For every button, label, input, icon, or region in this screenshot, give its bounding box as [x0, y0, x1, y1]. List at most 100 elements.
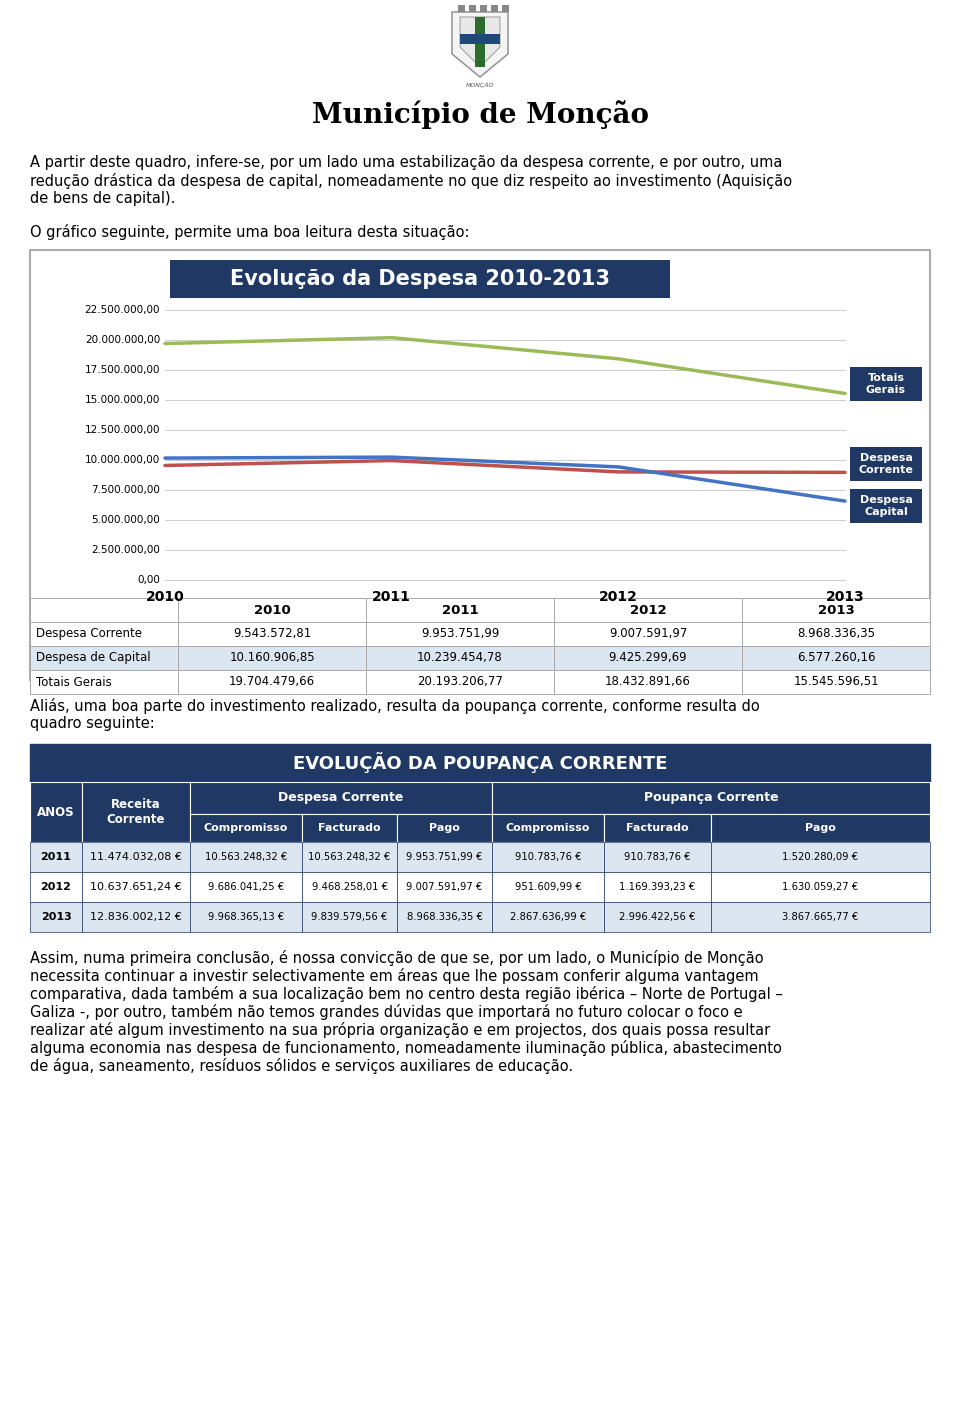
- Text: 15.545.596,51: 15.545.596,51: [793, 676, 878, 689]
- Text: 10.563.248,32 €: 10.563.248,32 €: [204, 853, 287, 863]
- Text: 2011: 2011: [372, 590, 411, 604]
- Bar: [554, 622, 742, 646]
- Bar: [491, 6, 498, 11]
- Bar: [82, 902, 190, 932]
- Text: 910.783,76 €: 910.783,76 €: [624, 853, 691, 863]
- Text: 7.500.000,00: 7.500.000,00: [91, 485, 160, 495]
- Text: A partir deste quadro, infere-se, por um lado uma estabilização da despesa corre: A partir deste quadro, infere-se, por um…: [30, 156, 782, 170]
- Text: 9.839.579,56 €: 9.839.579,56 €: [311, 912, 388, 922]
- Bar: [30, 744, 930, 782]
- Text: Pago: Pago: [429, 823, 460, 833]
- Text: Totais
Gerais: Totais Gerais: [866, 373, 906, 395]
- Bar: [30, 646, 178, 670]
- Text: 1.630.059,27 €: 1.630.059,27 €: [782, 882, 858, 892]
- Text: 10.239.454,78: 10.239.454,78: [418, 652, 503, 665]
- Bar: [397, 872, 492, 902]
- Text: 9.007.591,97: 9.007.591,97: [609, 628, 687, 641]
- Bar: [492, 872, 604, 902]
- Text: 2010: 2010: [253, 604, 290, 617]
- Text: realizar até algum investimento na sua própria organização e em projectos, dos q: realizar até algum investimento na sua p…: [30, 1022, 770, 1038]
- Text: quadro seguinte:: quadro seguinte:: [30, 715, 155, 731]
- Bar: [711, 902, 930, 932]
- Text: 11.474.032,08 €: 11.474.032,08 €: [90, 853, 182, 863]
- Text: 2011: 2011: [40, 853, 71, 863]
- Bar: [30, 670, 178, 694]
- Text: 2012: 2012: [630, 604, 666, 617]
- Bar: [460, 34, 500, 44]
- Text: Compromisso: Compromisso: [506, 823, 590, 833]
- Bar: [366, 646, 554, 670]
- Bar: [604, 814, 711, 841]
- Bar: [742, 598, 930, 622]
- Text: 3.867.665,77 €: 3.867.665,77 €: [782, 912, 858, 922]
- Bar: [366, 622, 554, 646]
- Bar: [178, 646, 366, 670]
- Bar: [742, 646, 930, 670]
- Text: EVOLUÇÃO DA POUPANÇA CORRENTE: EVOLUÇÃO DA POUPANÇA CORRENTE: [293, 752, 667, 773]
- Text: 8.968.336,35: 8.968.336,35: [797, 628, 875, 641]
- Bar: [397, 841, 492, 872]
- Text: 910.783,76 €: 910.783,76 €: [515, 853, 581, 863]
- Text: 2013: 2013: [818, 604, 854, 617]
- Text: ANOS: ANOS: [37, 806, 75, 819]
- Text: Assim, numa primeira conclusão, é nossa convicção de que se, por um lado, o Muni: Assim, numa primeira conclusão, é nossa …: [30, 950, 763, 966]
- Text: de bens de capital).: de bens de capital).: [30, 191, 176, 206]
- Text: 22.500.000,00: 22.500.000,00: [84, 305, 160, 315]
- Text: Receita
Corrente: Receita Corrente: [107, 797, 165, 826]
- Text: Despesa de Capital: Despesa de Capital: [36, 652, 151, 665]
- Text: comparativa, dada também a sua localização bem no centro desta região ibérica – : comparativa, dada também a sua localizaç…: [30, 986, 782, 1003]
- Text: Facturado: Facturado: [318, 823, 381, 833]
- Bar: [30, 622, 178, 646]
- Text: 9.953.751,99 €: 9.953.751,99 €: [406, 853, 483, 863]
- Bar: [554, 646, 742, 670]
- Text: 12.500.000,00: 12.500.000,00: [84, 426, 160, 436]
- Bar: [302, 814, 397, 841]
- Bar: [397, 902, 492, 932]
- Bar: [366, 598, 554, 622]
- Text: Galiza -, por outro, também não temos grandes dúvidas que importará no futuro co: Galiza -, por outro, também não temos gr…: [30, 1004, 743, 1019]
- Text: 19.704.479,66: 19.704.479,66: [228, 676, 315, 689]
- Bar: [190, 902, 302, 932]
- Polygon shape: [452, 11, 508, 76]
- Bar: [82, 782, 190, 841]
- Text: alguma economia nas despesa de funcionamento, nomeadamente iluminação pública, a: alguma economia nas despesa de funcionam…: [30, 1041, 781, 1056]
- Text: 10.563.248,32 €: 10.563.248,32 €: [308, 853, 391, 863]
- Text: MONÇÃO: MONÇÃO: [466, 82, 494, 88]
- Text: 2010: 2010: [146, 590, 184, 604]
- Bar: [604, 872, 711, 902]
- Text: 2012: 2012: [40, 882, 71, 892]
- Bar: [492, 782, 930, 814]
- Bar: [502, 6, 509, 11]
- Text: 18.432.891,66: 18.432.891,66: [605, 676, 691, 689]
- Text: 1.169.393,23 €: 1.169.393,23 €: [619, 882, 696, 892]
- Text: 9.953.751,99: 9.953.751,99: [420, 628, 499, 641]
- Text: Facturado: Facturado: [626, 823, 689, 833]
- Bar: [30, 841, 82, 872]
- Text: 9.468.258,01 €: 9.468.258,01 €: [311, 882, 388, 892]
- Text: Despesa Corrente: Despesa Corrente: [36, 628, 142, 641]
- Text: 9.968.365,13 €: 9.968.365,13 €: [208, 912, 284, 922]
- Text: 1.520.280,09 €: 1.520.280,09 €: [782, 853, 858, 863]
- Text: 9.007.591,97 €: 9.007.591,97 €: [406, 882, 483, 892]
- Text: 17.500.000,00: 17.500.000,00: [84, 365, 160, 375]
- Bar: [190, 814, 302, 841]
- Text: 951.609,99 €: 951.609,99 €: [515, 882, 582, 892]
- Text: 20.000.000,00: 20.000.000,00: [84, 335, 160, 345]
- Text: O gráfico seguinte, permite uma boa leitura desta situação:: O gráfico seguinte, permite uma boa leit…: [30, 223, 469, 240]
- Text: 2011: 2011: [442, 604, 478, 617]
- Bar: [82, 841, 190, 872]
- Bar: [711, 841, 930, 872]
- Bar: [30, 782, 82, 841]
- Bar: [554, 670, 742, 694]
- Text: 6.577.260,16: 6.577.260,16: [797, 652, 876, 665]
- Bar: [178, 598, 366, 622]
- Bar: [850, 489, 922, 523]
- Bar: [302, 872, 397, 902]
- Bar: [458, 6, 465, 11]
- Bar: [711, 872, 930, 902]
- Text: Município de Monção: Município de Monção: [311, 100, 649, 129]
- Bar: [30, 598, 178, 622]
- Polygon shape: [460, 17, 500, 66]
- Bar: [397, 814, 492, 841]
- Bar: [30, 902, 82, 932]
